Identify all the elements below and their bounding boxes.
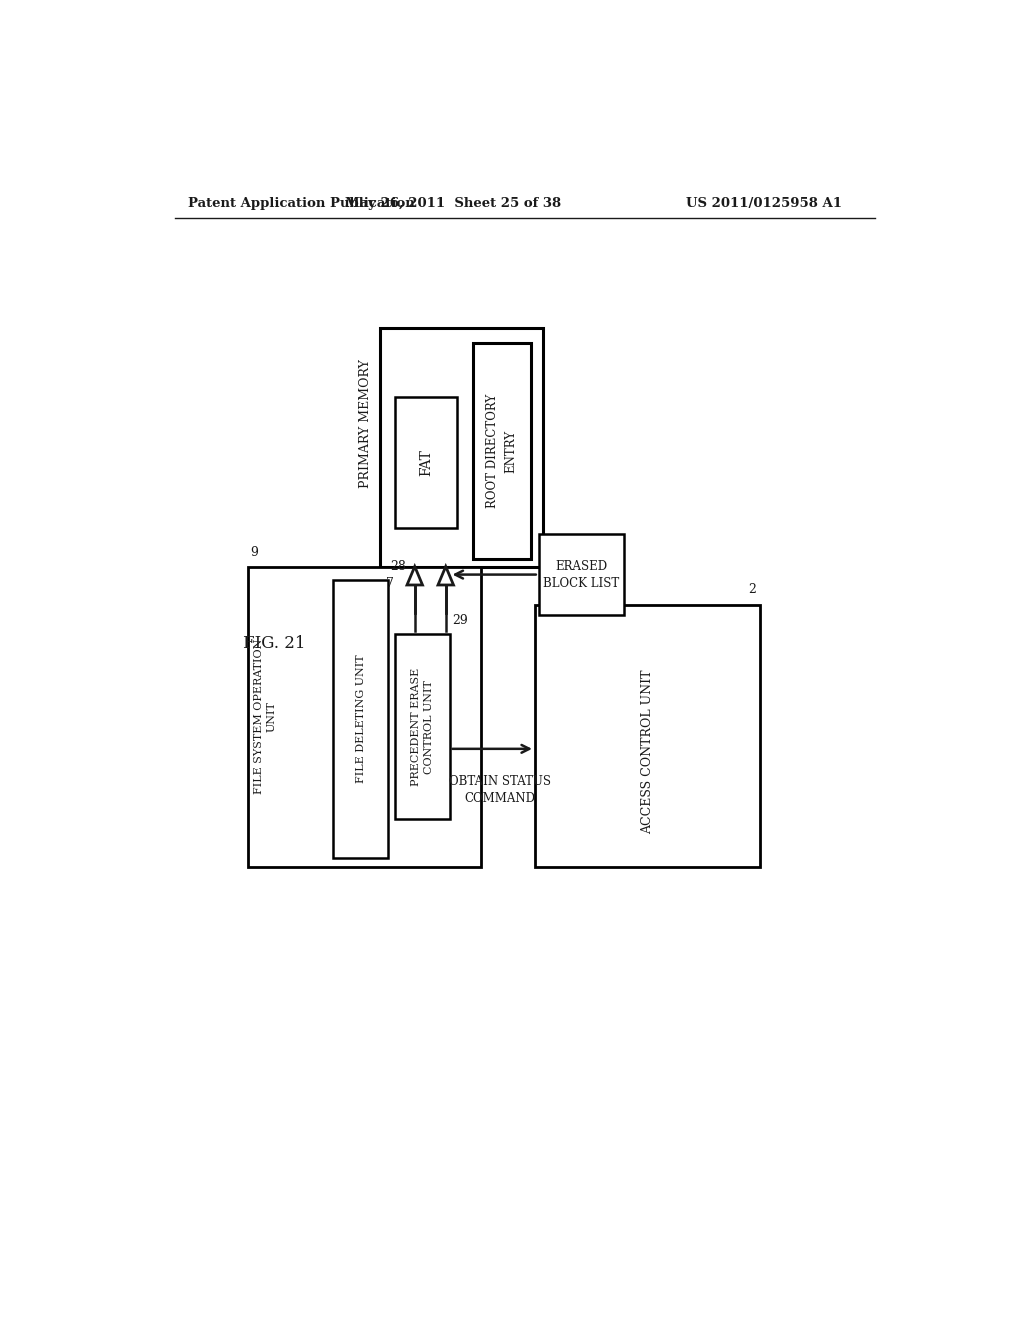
- Bar: [395, 635, 450, 818]
- Text: FILE DELETING UNIT: FILE DELETING UNIT: [355, 655, 366, 783]
- Bar: [248, 566, 480, 867]
- Bar: [395, 397, 458, 528]
- Bar: [334, 581, 388, 858]
- Text: 2: 2: [748, 582, 756, 595]
- Text: 28: 28: [390, 560, 406, 573]
- Bar: [539, 535, 624, 615]
- Text: FIG. 21: FIG. 21: [243, 635, 305, 652]
- Text: 29: 29: [452, 614, 468, 627]
- Bar: [380, 327, 543, 566]
- Text: May 26, 2011  Sheet 25 of 38: May 26, 2011 Sheet 25 of 38: [345, 197, 561, 210]
- Text: FAT: FAT: [420, 449, 433, 477]
- Text: ACCESS CONTROL UNIT: ACCESS CONTROL UNIT: [641, 669, 653, 833]
- Text: ERASED
BLOCK LIST: ERASED BLOCK LIST: [544, 560, 620, 590]
- Text: OBTAIN STATUS
COMMAND: OBTAIN STATUS COMMAND: [449, 775, 551, 805]
- Polygon shape: [438, 566, 454, 585]
- Text: ROOT DIRECTORY
ENTRY: ROOT DIRECTORY ENTRY: [486, 393, 517, 508]
- Text: 9: 9: [251, 545, 258, 558]
- Text: Patent Application Publication: Patent Application Publication: [188, 197, 415, 210]
- Text: US 2011/0125958 A1: US 2011/0125958 A1: [685, 197, 842, 210]
- Bar: [473, 343, 531, 558]
- Text: 7: 7: [386, 577, 394, 590]
- Bar: [535, 605, 760, 867]
- Text: FILE SYSTEM OPERATION
UNIT: FILE SYSTEM OPERATION UNIT: [254, 639, 276, 795]
- Text: PRIMARY MEMORY: PRIMARY MEMORY: [359, 359, 373, 488]
- Polygon shape: [407, 566, 423, 585]
- Text: PRECEDENT ERASE
CONTROL UNIT: PRECEDENT ERASE CONTROL UNIT: [411, 668, 434, 785]
